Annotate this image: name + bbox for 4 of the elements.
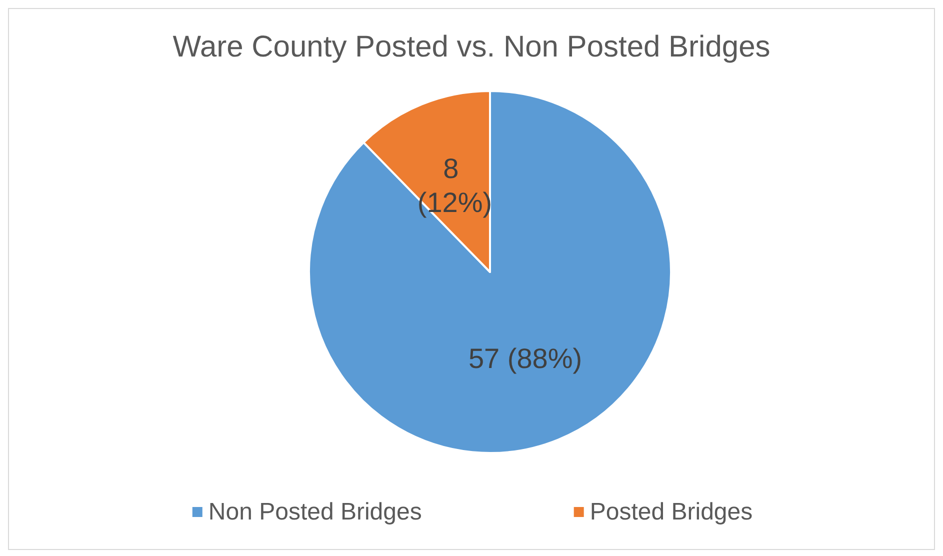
chart-title: Ware County Posted vs. Non Posted Bridges — [172, 30, 770, 64]
legend-label: Non Posted Bridges — [208, 498, 422, 526]
data-label: 57 (88%) — [468, 343, 582, 374]
legend-label: Posted Bridges — [590, 498, 753, 526]
